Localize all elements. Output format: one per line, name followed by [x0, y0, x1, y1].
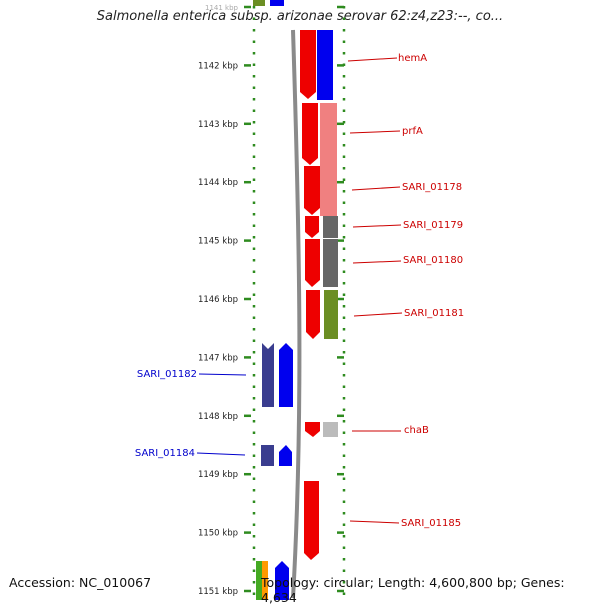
kbp-label: 1141 kbp — [205, 4, 239, 12]
right-label-connector — [351, 186, 401, 191]
gene-label-prfA[interactable]: prfA — [402, 126, 423, 137]
gene-label-SARI_01185[interactable]: SARI_01185 — [401, 518, 461, 529]
gene-label-hemA[interactable]: hemA — [398, 53, 427, 64]
left-label-connector — [196, 452, 246, 456]
gene-label-SARI_01178[interactable]: SARI_01178 — [402, 182, 462, 193]
right-label-connector — [349, 520, 400, 524]
kbp-label: 1148 kbp — [198, 412, 238, 422]
gene-block-SARI_01181-olive[interactable] — [324, 290, 338, 339]
gene-label-chaB[interactable]: chaB — [404, 425, 429, 436]
right-gene-labels: hemA prfA SARI_01178 SARI_01179 SARI_011… — [398, 53, 464, 529]
kbp-labels: 1141 kbp 1142 kbp 1143 kbp 1144 kbp 1145 kbp… — [198, 4, 239, 597]
kbp-label: 1144 kbp — [198, 178, 238, 188]
kbp-label: 1147 kbp — [198, 353, 238, 363]
gene-block-chaB-gray[interactable] — [323, 422, 338, 437]
gene-block-SARI_01180-gray[interactable] — [323, 239, 338, 287]
gene-block-SARI_01184-navy[interactable] — [261, 445, 274, 466]
gene-block-SARI_01180-red[interactable] — [305, 239, 320, 287]
label-connectors — [196, 57, 403, 524]
gene-label-SARI_01180[interactable]: SARI_01180 — [403, 255, 463, 266]
gene-block-SARI_01179-gray[interactable] — [323, 216, 338, 238]
right-label-connector — [347, 57, 398, 62]
left-gene-labels: SARI_01182 SARI_01184 — [135, 369, 197, 459]
gene-block-prfA-red[interactable] — [302, 103, 318, 165]
right-label-connector — [353, 312, 403, 317]
gene-block-chaB-red[interactable] — [305, 422, 320, 437]
kbp-label: 1142 kbp — [198, 61, 238, 71]
gene-block-SARI_01184-blue[interactable] — [279, 445, 292, 466]
right-label-connector — [352, 260, 402, 264]
gene-block-bottom-orange[interactable] — [262, 561, 268, 600]
gene-block-bottom-green[interactable] — [256, 561, 262, 600]
right-label-connector — [349, 130, 401, 134]
right-gene-blocks — [300, 30, 338, 560]
kbp-label: 1146 kbp — [198, 295, 238, 305]
gene-label-SARI_01181[interactable]: SARI_01181 — [404, 308, 464, 319]
genome-title: Salmonella enterica subsp. arizonae sero… — [96, 9, 504, 24]
gene-block-bottom-blue[interactable] — [275, 561, 289, 600]
kbp-label: 1143 kbp — [198, 120, 238, 130]
chromosome-backbone — [291, 29, 302, 599]
kbp-label: 1151 kbp — [198, 587, 238, 597]
partial-gene-olive — [253, 0, 265, 6]
gene-block-SARI_01182-navy[interactable] — [262, 343, 274, 407]
right-label-connector — [352, 224, 402, 228]
gene-block-hemA-red[interactable] — [300, 30, 316, 99]
partial-gene-blue — [270, 0, 284, 6]
left-gene-blocks — [256, 343, 293, 600]
accession-text: Accession: NC_010067 — [9, 575, 152, 590]
kbp-label: 1149 kbp — [198, 470, 238, 480]
gene-block-prfA-salmon[interactable] — [320, 103, 337, 216]
gene-block-SARI_01182-blue[interactable] — [279, 343, 293, 407]
gene-label-SARI_01184[interactable]: SARI_01184 — [135, 448, 195, 459]
gene-block-SARI_01181-red[interactable] — [306, 290, 320, 339]
kbp-label: 1150 kbp — [198, 529, 238, 539]
gene-block-SARI_01178-red[interactable] — [304, 166, 320, 215]
kbp-label: 1145 kbp — [198, 237, 238, 247]
gene-block-hemA-blue[interactable] — [317, 30, 333, 100]
gene-block-SARI_01185-red[interactable] — [304, 481, 319, 560]
gene-label-SARI_01182[interactable]: SARI_01182 — [137, 369, 197, 380]
gene-block-SARI_01179-red[interactable] — [305, 216, 319, 238]
gene-label-SARI_01179[interactable]: SARI_01179 — [403, 220, 463, 231]
topology-text: Topology: circular; Length: 4,600,800 bp… — [261, 575, 565, 605]
kbp-ticks — [244, 5, 344, 593]
left-label-connector — [198, 373, 247, 376]
